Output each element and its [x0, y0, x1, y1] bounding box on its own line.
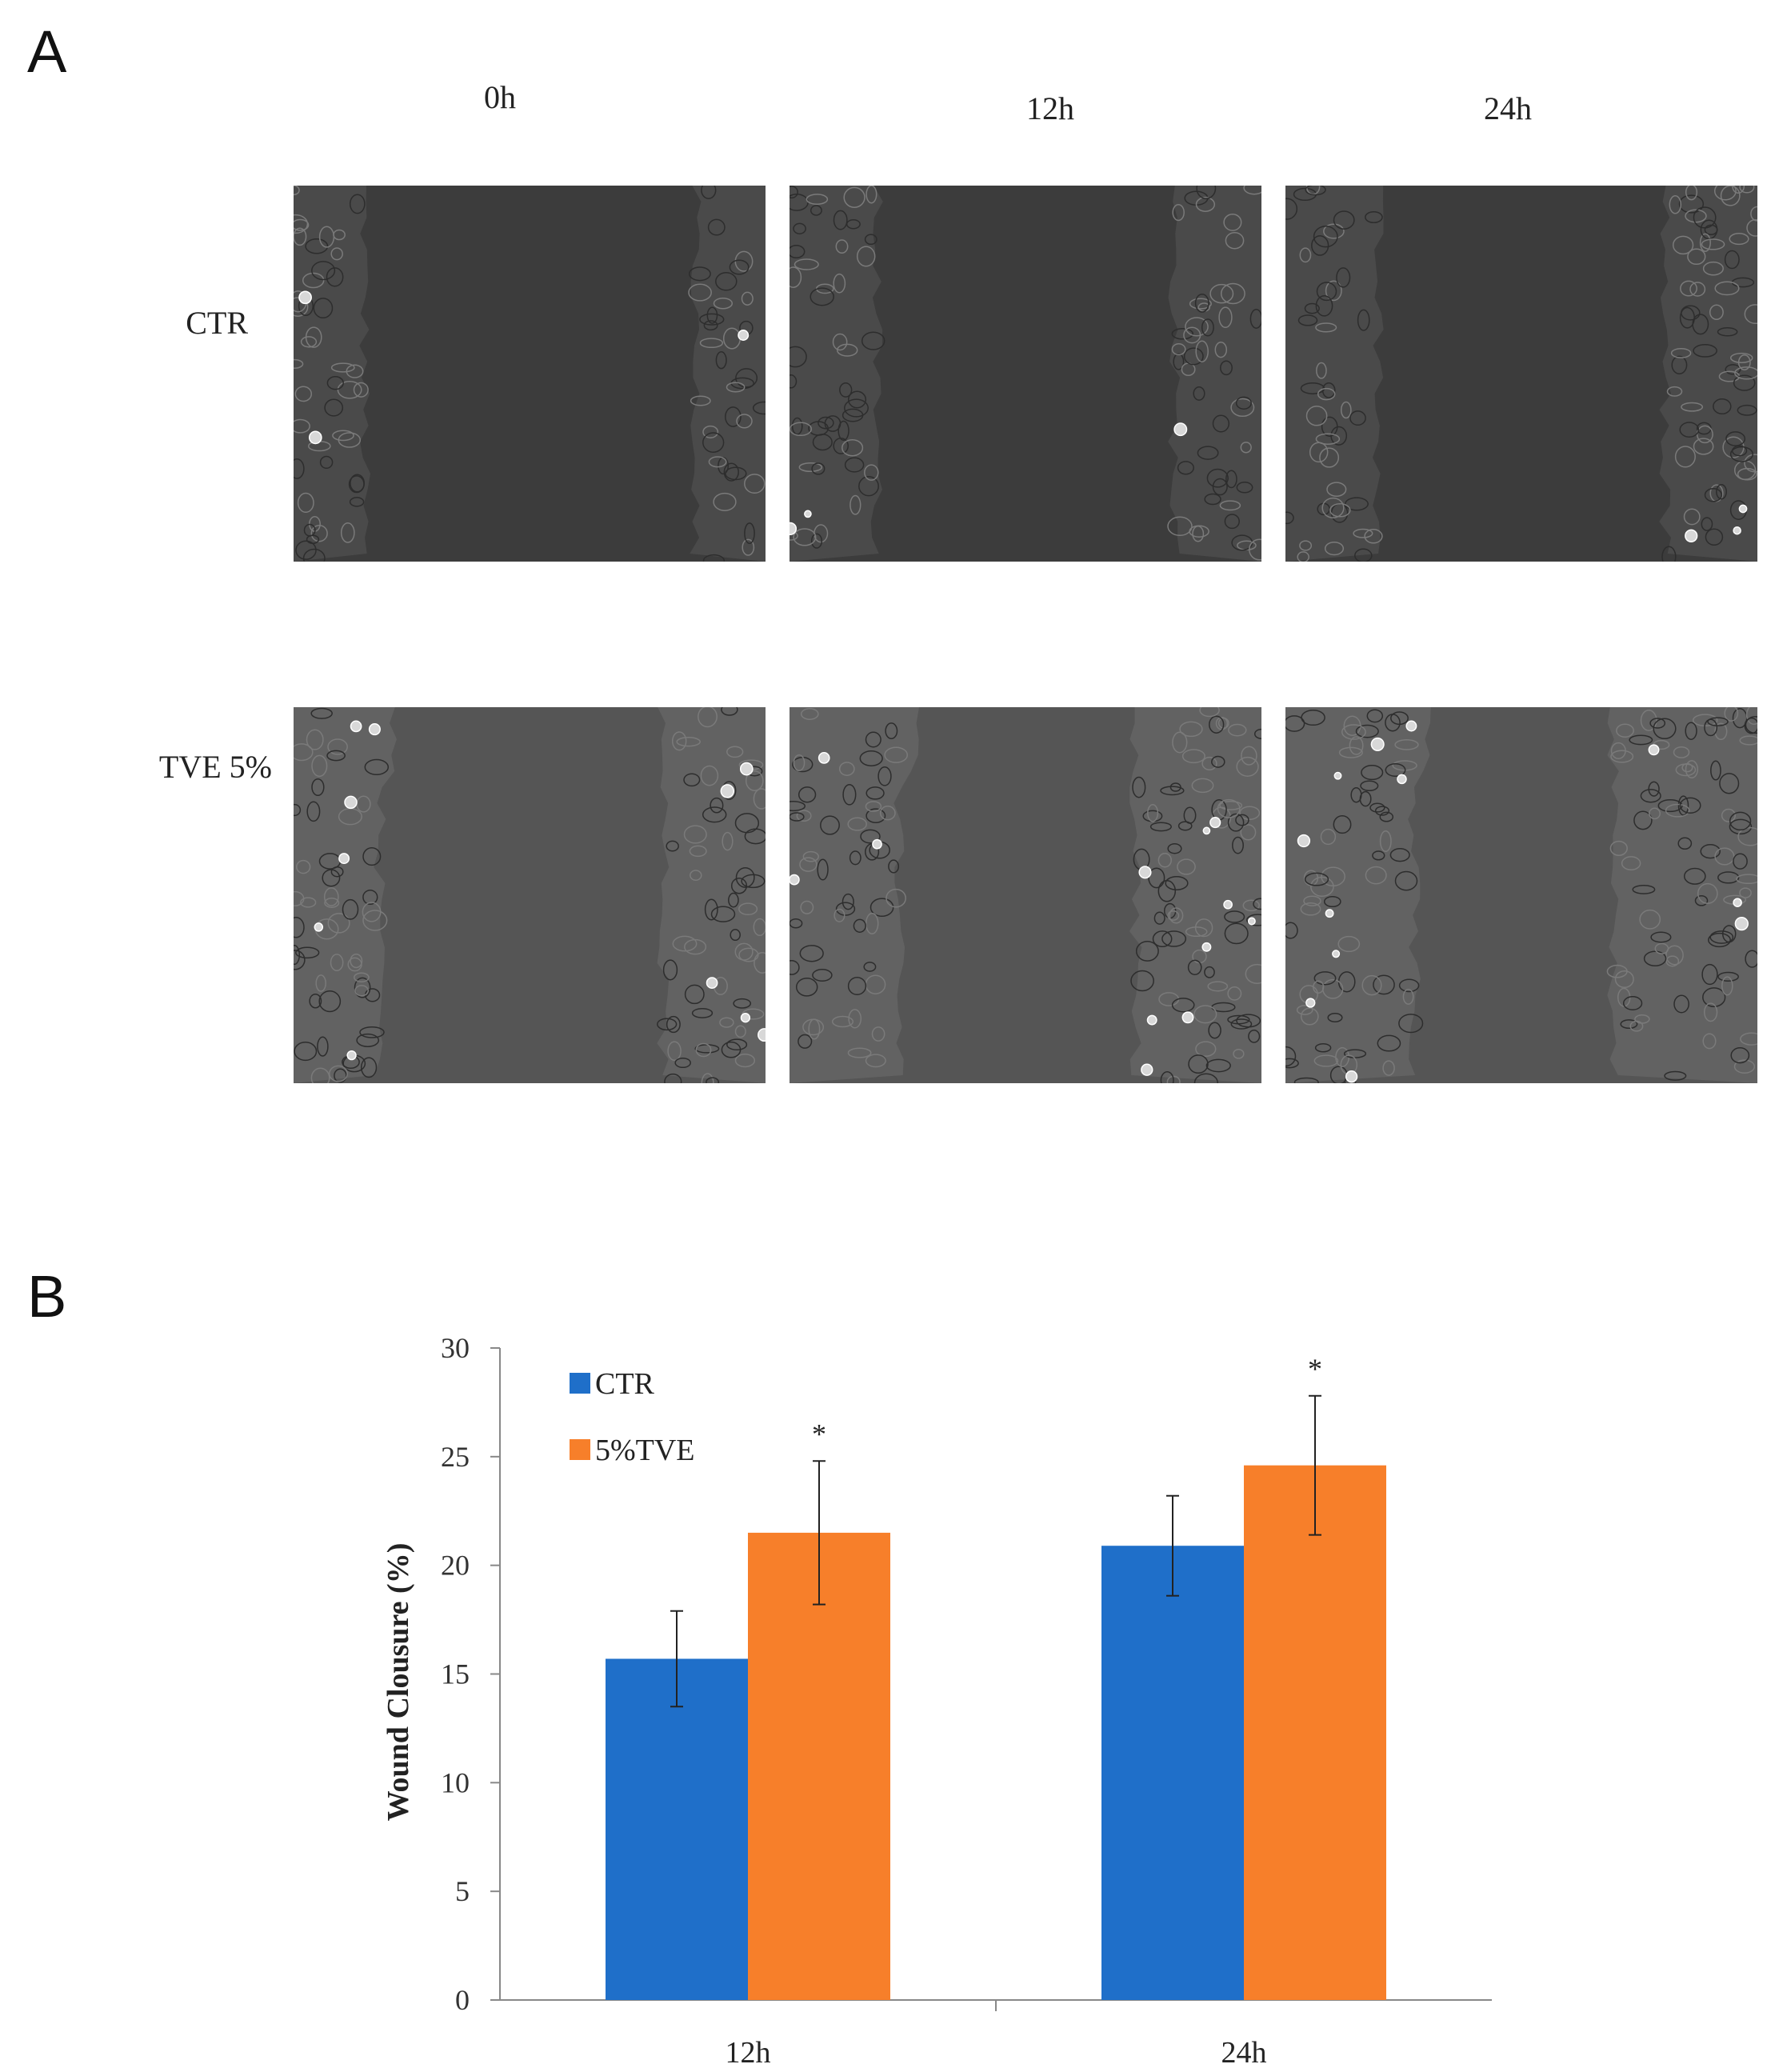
micrograph-ctr-0h — [294, 186, 766, 562]
y-tick-label: 10 — [441, 1766, 470, 1798]
bar-5tve-12h — [748, 1532, 890, 2000]
micrograph-tve-12h — [790, 707, 1261, 1083]
x-tick-label: 12h — [726, 2036, 771, 2070]
row-label-tve: TVE 5% — [158, 749, 272, 785]
y-tick-label: 15 — [441, 1658, 470, 1690]
bar-5tve-24h — [1244, 1465, 1386, 2000]
y-tick-label: 5 — [455, 1875, 470, 1907]
legend-label: CTR — [595, 1367, 655, 1401]
y-tick-label: 30 — [441, 1332, 470, 1364]
legend-label: 5%TVE — [595, 1434, 695, 1467]
wound-closure-bar-chart: 0 5 10 15 20 25 30 Wound Clousure (%) 12h * 24h * CT… — [382, 1332, 1492, 2070]
y-tick-label: 25 — [441, 1441, 470, 1473]
column-label-0h: 0h — [484, 79, 516, 115]
bar-ctr-12h — [606, 1658, 748, 2000]
x-tick-label: 24h — [1221, 2036, 1267, 2070]
legend-swatch — [570, 1439, 590, 1460]
panel-a-letter: A — [27, 18, 67, 85]
y-tick-label: 0 — [455, 1984, 470, 2016]
micrograph-ctr-12h — [790, 186, 1261, 562]
bar-ctr-24h — [1101, 1546, 1244, 2000]
significance-mark: * — [812, 1418, 826, 1450]
legend-swatch — [570, 1373, 590, 1394]
column-label-24h: 24h — [1484, 90, 1532, 126]
row-label-ctr: CTR — [186, 305, 248, 341]
panel-b-letter: B — [27, 1263, 67, 1330]
micrograph-tve-0h — [294, 707, 766, 1083]
y-axis-label: Wound Clousure (%) — [382, 1543, 415, 1822]
micrograph-tve-24h — [1285, 707, 1757, 1083]
micrograph-ctr-24h — [1285, 186, 1757, 562]
column-label-12h: 12h — [1026, 90, 1074, 126]
y-tick-label: 20 — [441, 1550, 470, 1582]
significance-mark: * — [1308, 1353, 1322, 1385]
